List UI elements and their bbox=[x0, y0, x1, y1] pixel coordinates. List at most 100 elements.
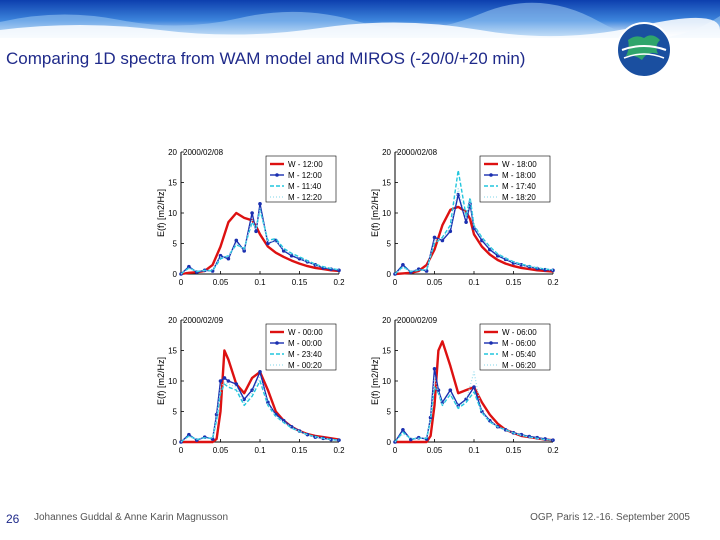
x-tick-label: 0.05 bbox=[427, 278, 443, 287]
legend-label: M - 11:40 bbox=[288, 182, 322, 191]
legend-marker bbox=[489, 341, 493, 345]
y-axis-label: E(f) [m2/Hz] bbox=[156, 357, 166, 405]
chart-date-label: 2000/02/09 bbox=[183, 316, 224, 325]
legend-label: M - 12:00 bbox=[288, 171, 322, 180]
legend-marker bbox=[275, 173, 279, 177]
page-number: 26 bbox=[6, 512, 20, 526]
legend-label: M - 00:00 bbox=[288, 339, 322, 348]
data-point bbox=[226, 379, 231, 383]
data-point bbox=[258, 202, 262, 206]
series-line-4 bbox=[394, 371, 554, 443]
x-tick-label: 0.1 bbox=[254, 278, 266, 287]
data-point bbox=[472, 385, 476, 389]
legend-marker bbox=[489, 173, 493, 177]
data-point bbox=[480, 238, 484, 243]
footer-conference: OGP, Paris 12.-16. September 2005 bbox=[530, 512, 690, 523]
y-tick-label: 5 bbox=[387, 240, 392, 249]
data-point bbox=[250, 211, 254, 215]
y-tick-label: 20 bbox=[382, 148, 391, 157]
legend-label: M - 18:00 bbox=[502, 171, 536, 180]
header-banner bbox=[0, 0, 720, 38]
series-line-3 bbox=[180, 380, 340, 443]
x-tick-label: 0.15 bbox=[292, 446, 308, 455]
legend-label: W - 12:00 bbox=[288, 160, 323, 169]
data-point bbox=[436, 388, 441, 392]
legend-label: M - 06:20 bbox=[502, 361, 536, 370]
data-point bbox=[329, 437, 333, 442]
series-line-2 bbox=[394, 368, 554, 443]
y-tick-label: 10 bbox=[382, 209, 391, 218]
legend-label: M - 00:20 bbox=[288, 361, 322, 370]
data-point bbox=[218, 253, 223, 258]
data-point bbox=[266, 400, 270, 405]
data-point bbox=[281, 249, 286, 253]
y-tick-label: 0 bbox=[173, 270, 178, 279]
data-point bbox=[440, 238, 445, 243]
data-point bbox=[488, 247, 492, 252]
data-point bbox=[234, 382, 239, 386]
y-tick-label: 10 bbox=[168, 377, 177, 386]
data-point bbox=[258, 370, 262, 374]
x-tick-label: 0.05 bbox=[213, 446, 229, 455]
x-tick-label: 0.05 bbox=[213, 278, 229, 287]
y-tick-label: 5 bbox=[173, 408, 178, 417]
series-line-3 bbox=[394, 386, 554, 443]
data-point bbox=[337, 268, 341, 273]
data-point bbox=[187, 432, 191, 437]
y-tick-label: 10 bbox=[168, 209, 177, 218]
x-tick-label: 0.15 bbox=[292, 278, 308, 287]
chart-date-label: 2000/02/08 bbox=[183, 148, 224, 157]
data-point bbox=[289, 253, 294, 258]
x-tick-label: 0.1 bbox=[254, 446, 266, 455]
x-tick-label: 0.2 bbox=[333, 446, 345, 455]
y-tick-label: 0 bbox=[387, 438, 392, 447]
legend-label: M - 06:00 bbox=[502, 339, 536, 348]
chart-date-label: 2000/02/08 bbox=[397, 148, 438, 157]
series-line-3 bbox=[180, 209, 340, 275]
legend-label: W - 00:00 bbox=[288, 328, 323, 337]
x-tick-label: 0 bbox=[179, 446, 184, 455]
data-point bbox=[432, 235, 437, 240]
data-point bbox=[472, 226, 476, 231]
x-tick-label: 0 bbox=[393, 278, 398, 287]
x-tick-label: 0.05 bbox=[427, 446, 443, 455]
x-tick-label: 0.2 bbox=[333, 278, 345, 287]
series-line-4 bbox=[180, 375, 340, 443]
series-line-1 bbox=[180, 211, 340, 276]
data-point bbox=[242, 249, 246, 253]
x-tick-label: 0 bbox=[179, 278, 184, 287]
data-point bbox=[234, 238, 239, 243]
data-point bbox=[242, 397, 246, 402]
chart-panel-4: 0 0.05 0.1 0.15 0.2 0 5 10 15 20 2000/02/09 E(f) [m… bbox=[370, 316, 559, 455]
x-tick-label: 0.2 bbox=[547, 446, 559, 455]
legend-label: M - 12:20 bbox=[288, 193, 322, 202]
y-axis-label: E(f) [m2/Hz] bbox=[156, 189, 166, 237]
data-point bbox=[187, 264, 191, 269]
footer-authors: Johannes Guddal & Anne Karin Magnusson bbox=[34, 512, 229, 523]
series-line-4 bbox=[394, 188, 554, 275]
globe-logo-icon bbox=[614, 20, 674, 80]
y-tick-label: 15 bbox=[382, 347, 391, 356]
x-tick-label: 0.2 bbox=[547, 278, 559, 287]
data-point bbox=[401, 263, 405, 267]
y-tick-label: 20 bbox=[168, 316, 177, 325]
data-point bbox=[226, 256, 231, 261]
y-tick-label: 10 bbox=[382, 377, 391, 386]
data-point bbox=[222, 376, 227, 380]
chart-panel-1: 0 0.05 0.1 0.15 0.2 0 5 10 15 20 2000/02/08 E(f) [m… bbox=[156, 148, 345, 287]
x-tick-label: 0.15 bbox=[506, 446, 522, 455]
x-tick-label: 0.1 bbox=[468, 446, 480, 455]
data-point bbox=[289, 424, 294, 429]
slide-title: Comparing 1D spectra from WAM model and … bbox=[6, 49, 526, 68]
chart-panel-3: 0 0.05 0.1 0.15 0.2 0 5 10 15 20 2000/02/09 E(f) [m… bbox=[156, 316, 345, 455]
chart-date-label: 2000/02/09 bbox=[397, 316, 438, 325]
y-tick-label: 20 bbox=[382, 316, 391, 325]
legend-label: M - 17:40 bbox=[502, 182, 536, 191]
y-tick-label: 0 bbox=[173, 438, 178, 447]
chart-panel-2: 0 0.05 0.1 0.15 0.2 0 5 10 15 20 2000/02/08 E(f) [m… bbox=[370, 148, 559, 287]
y-tick-label: 15 bbox=[168, 347, 177, 356]
data-point bbox=[218, 379, 223, 383]
x-tick-label: 0.15 bbox=[506, 278, 522, 287]
y-axis-label: E(f) [m2/Hz] bbox=[370, 357, 380, 405]
data-point bbox=[401, 428, 405, 432]
